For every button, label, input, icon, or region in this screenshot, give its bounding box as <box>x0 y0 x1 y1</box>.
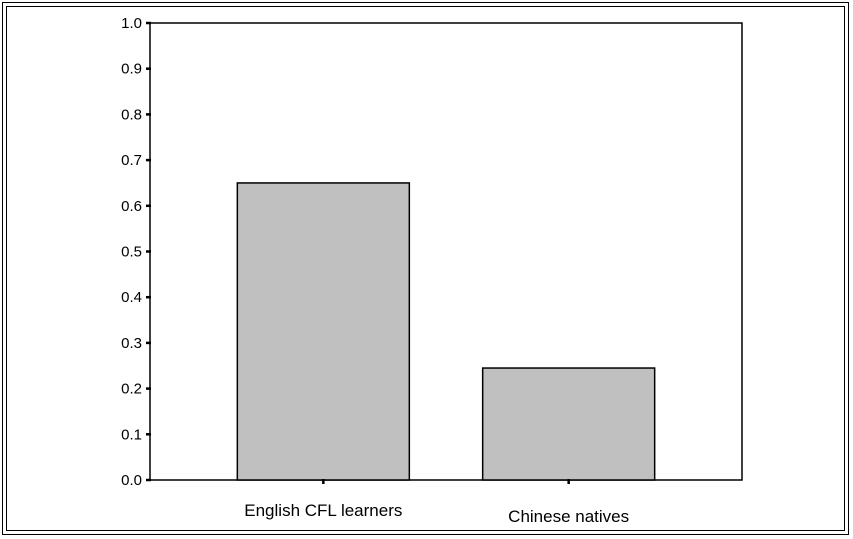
bar <box>236 182 411 481</box>
y-tick-label: 0.6 <box>121 198 142 215</box>
y-tick-label: 0.2 <box>121 381 142 398</box>
y-axis: 0.0 0.1 0.2 0.3 0.4 0.5 0.6 0.7 0.8 0.9 1.0 <box>121 15 151 489</box>
y-tick-label: 1.0 <box>121 15 142 32</box>
y-tick-label: 0.5 <box>121 244 142 261</box>
bar <box>481 367 656 481</box>
y-tick-label: 0.1 <box>121 426 142 443</box>
x-category-label: English CFL learners <box>244 501 402 520</box>
y-tick-label: 0.8 <box>121 106 142 123</box>
y-tick-label: 0.7 <box>121 152 142 169</box>
x-axis: English CFL learners Chinese natives <box>244 479 629 526</box>
inner-frame <box>6 6 845 531</box>
bars <box>236 182 656 481</box>
x-category-label: Chinese natives <box>508 507 629 526</box>
y-tick-label: 0.4 <box>121 289 142 306</box>
y-tick-label: 0.9 <box>121 61 142 78</box>
y-tick-label: 0.3 <box>121 335 142 352</box>
y-tick-label: 0.0 <box>121 472 142 489</box>
